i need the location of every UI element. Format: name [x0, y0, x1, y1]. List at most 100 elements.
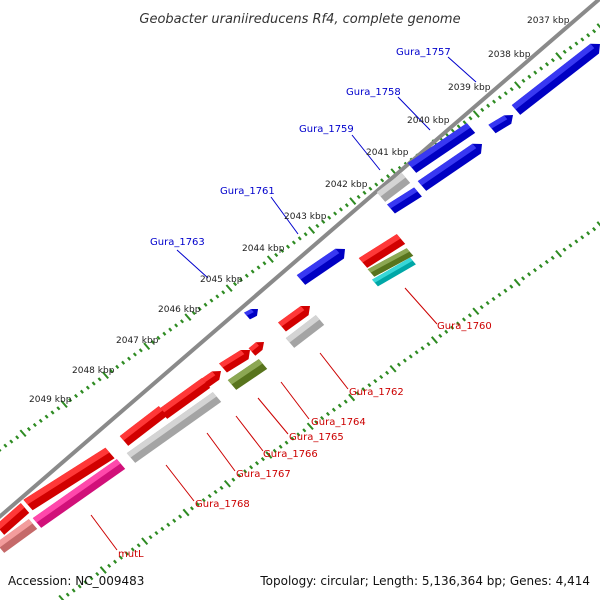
minor-tick	[275, 254, 277, 257]
minor-tick	[369, 187, 371, 190]
minor-tick	[427, 343, 429, 346]
minor-tick	[214, 491, 216, 494]
major-tick	[20, 430, 26, 436]
gene-label[interactable]: Gura_1760	[437, 321, 492, 332]
major-tick	[432, 337, 438, 343]
reverse-gene-labels: Gura_1760 Gura_1762 Gura_1764 Gura_1765 …	[118, 321, 492, 560]
leader-line	[177, 250, 208, 278]
minor-tick	[569, 46, 571, 49]
minor-tick	[481, 306, 483, 309]
minor-tick	[305, 233, 307, 236]
major-tick	[225, 481, 231, 487]
gene-blocks	[0, 44, 600, 553]
minor-tick	[593, 30, 595, 33]
gene-label[interactable]: Gura_1768	[195, 499, 250, 510]
minor-tick	[191, 507, 193, 510]
minor-tick	[546, 63, 548, 66]
leader-line	[448, 57, 476, 82]
minor-tick	[87, 386, 89, 389]
minor-tick	[204, 303, 206, 306]
gene-label[interactable]: Gura_1765	[289, 432, 344, 443]
minor-tick	[75, 395, 77, 398]
minor-tick	[387, 175, 389, 178]
minor-tick	[209, 495, 211, 498]
major-tick	[101, 567, 107, 573]
kbp-label: 2048 kbp	[72, 366, 115, 376]
kbp-label: 2043 kbp	[284, 212, 327, 222]
minor-tick	[458, 125, 460, 128]
gene-label[interactable]: mutL	[118, 549, 144, 560]
minor-tick	[138, 544, 140, 547]
major-tick	[309, 227, 315, 233]
minor-tick	[469, 117, 471, 120]
minor-tick	[374, 380, 376, 383]
minor-tick	[386, 372, 388, 375]
minor-tick	[140, 349, 142, 352]
major-tick	[59, 596, 65, 600]
minor-tick	[45, 415, 47, 418]
gene-label[interactable]: Gura_1767	[236, 469, 291, 480]
leader-line	[281, 382, 309, 419]
minor-tick	[232, 478, 234, 481]
minor-tick	[499, 96, 501, 99]
major-tick	[142, 538, 148, 544]
minor-tick	[222, 291, 224, 294]
gene-label[interactable]: Gura_1764	[311, 417, 366, 428]
genome-summary-text: Topology: circular; Length: 5,136,364 bp…	[260, 574, 590, 588]
minor-tick	[181, 320, 183, 323]
gene-label[interactable]: Gura_1766	[263, 449, 318, 460]
gene-label[interactable]: Gura_1759	[299, 124, 354, 135]
minor-tick	[81, 390, 83, 393]
minor-tick	[256, 462, 258, 465]
minor-tick	[575, 42, 577, 45]
minor-tick	[375, 183, 377, 186]
minor-tick	[263, 262, 265, 265]
gene-label[interactable]: Gura_1757	[396, 47, 451, 58]
gene-label[interactable]: Gura_1758	[346, 87, 401, 98]
cds-reverse[interactable]	[249, 342, 264, 356]
minor-tick	[333, 408, 335, 411]
minor-tick	[73, 589, 75, 592]
minor-tick	[334, 212, 336, 215]
gene-label[interactable]: Gura_1763	[150, 237, 205, 248]
minor-tick	[116, 366, 118, 369]
minor-tick	[404, 359, 406, 362]
kbp-label: 2049 kbp	[29, 395, 72, 405]
kbp-label: 2045 kbp	[200, 275, 243, 285]
map-title: Geobacter uraniireducens Rf4, complete g…	[139, 12, 460, 27]
minor-tick	[564, 51, 566, 54]
minor-tick	[210, 299, 212, 302]
gene-label[interactable]: Gura_1762	[349, 387, 404, 398]
minor-tick	[540, 265, 542, 268]
gene-label[interactable]: Gura_1761	[220, 186, 275, 197]
kbp-label: 2038 kbp	[488, 50, 531, 60]
minor-tick	[34, 424, 36, 427]
minor-tick	[575, 240, 577, 243]
minor-tick	[534, 71, 536, 74]
leader-line	[207, 433, 235, 471]
minor-tick	[340, 208, 342, 211]
kbp-label: 2040 kbp	[407, 116, 450, 126]
major-tick	[474, 111, 480, 117]
minor-tick	[469, 314, 471, 317]
minor-tick	[358, 196, 360, 199]
minor-tick	[216, 295, 218, 298]
minor-tick	[0, 449, 1, 452]
cds-forward[interactable]	[488, 115, 513, 133]
major-tick	[515, 82, 521, 88]
major-tick	[515, 279, 521, 285]
minor-tick	[179, 515, 181, 518]
minor-tick	[439, 335, 441, 338]
minor-tick	[108, 565, 110, 568]
minor-tick	[328, 216, 330, 219]
minor-tick	[587, 232, 589, 235]
minor-tick	[98, 378, 100, 381]
minor-tick	[452, 129, 454, 132]
minor-tick	[169, 328, 171, 331]
minor-tick	[93, 382, 95, 385]
minor-tick	[40, 419, 42, 422]
minor-tick	[504, 289, 506, 292]
minor-tick	[546, 261, 548, 264]
minor-tick	[481, 109, 483, 112]
cds-forward[interactable]	[244, 309, 258, 319]
